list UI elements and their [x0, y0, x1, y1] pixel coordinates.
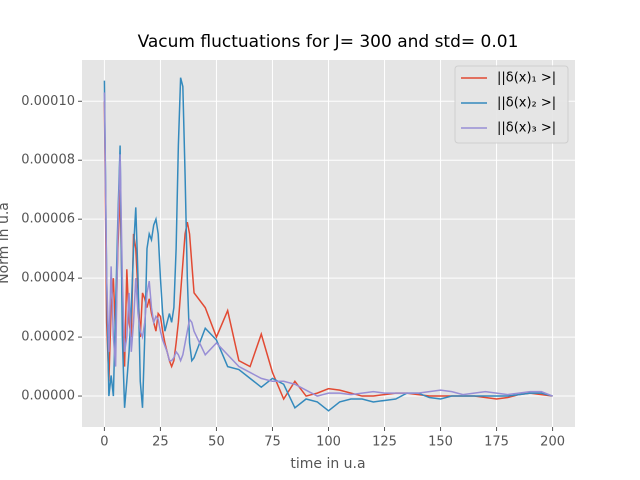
- x-tick-label: 150: [428, 435, 453, 450]
- x-tick-label: 0: [100, 435, 108, 450]
- x-tick-label: 50: [208, 435, 225, 450]
- y-tick-label: 0.00008: [21, 153, 75, 168]
- x-tick-label: 100: [316, 435, 341, 450]
- y-tick-label: 0.00004: [21, 271, 75, 286]
- y-tick-label: 0.00002: [21, 330, 75, 345]
- labels: 0.00000 0.00002 0.00004 0.00006 0.00008 0.000…: [21, 94, 565, 450]
- legend-box: [454, 65, 569, 144]
- y-axis-label: Norm in u.a: [0, 202, 12, 284]
- x-axis-label: time in u.a: [290, 456, 365, 472]
- grid: [82, 60, 575, 427]
- legend-label: ||δ(x)₃ >|: [497, 121, 556, 136]
- y-tick-label: 0.00000: [21, 389, 75, 404]
- y-tick-label: 0.00010: [21, 94, 75, 109]
- x-tick-label: 75: [264, 435, 281, 450]
- series-line: [103, 92, 553, 397]
- x-tick-label: 200: [540, 435, 565, 450]
- x-tick-label: 25: [152, 435, 169, 450]
- x-tick-label: 125: [372, 435, 397, 450]
- legend: ||δ(x)₁ >| ||δ(x)₂ >| ||δ(x)₃ >|: [454, 65, 569, 144]
- legend-label: ||δ(x)₂ >|: [497, 96, 556, 111]
- legend-label: ||δ(x)₁ >|: [497, 71, 556, 86]
- chart-title: Vacum fluctuations for J= 300 and std= 0…: [138, 32, 519, 52]
- lines: [103, 77, 553, 412]
- y-tick-label: 0.00006: [21, 212, 75, 227]
- x-tick-label: 175: [484, 435, 509, 450]
